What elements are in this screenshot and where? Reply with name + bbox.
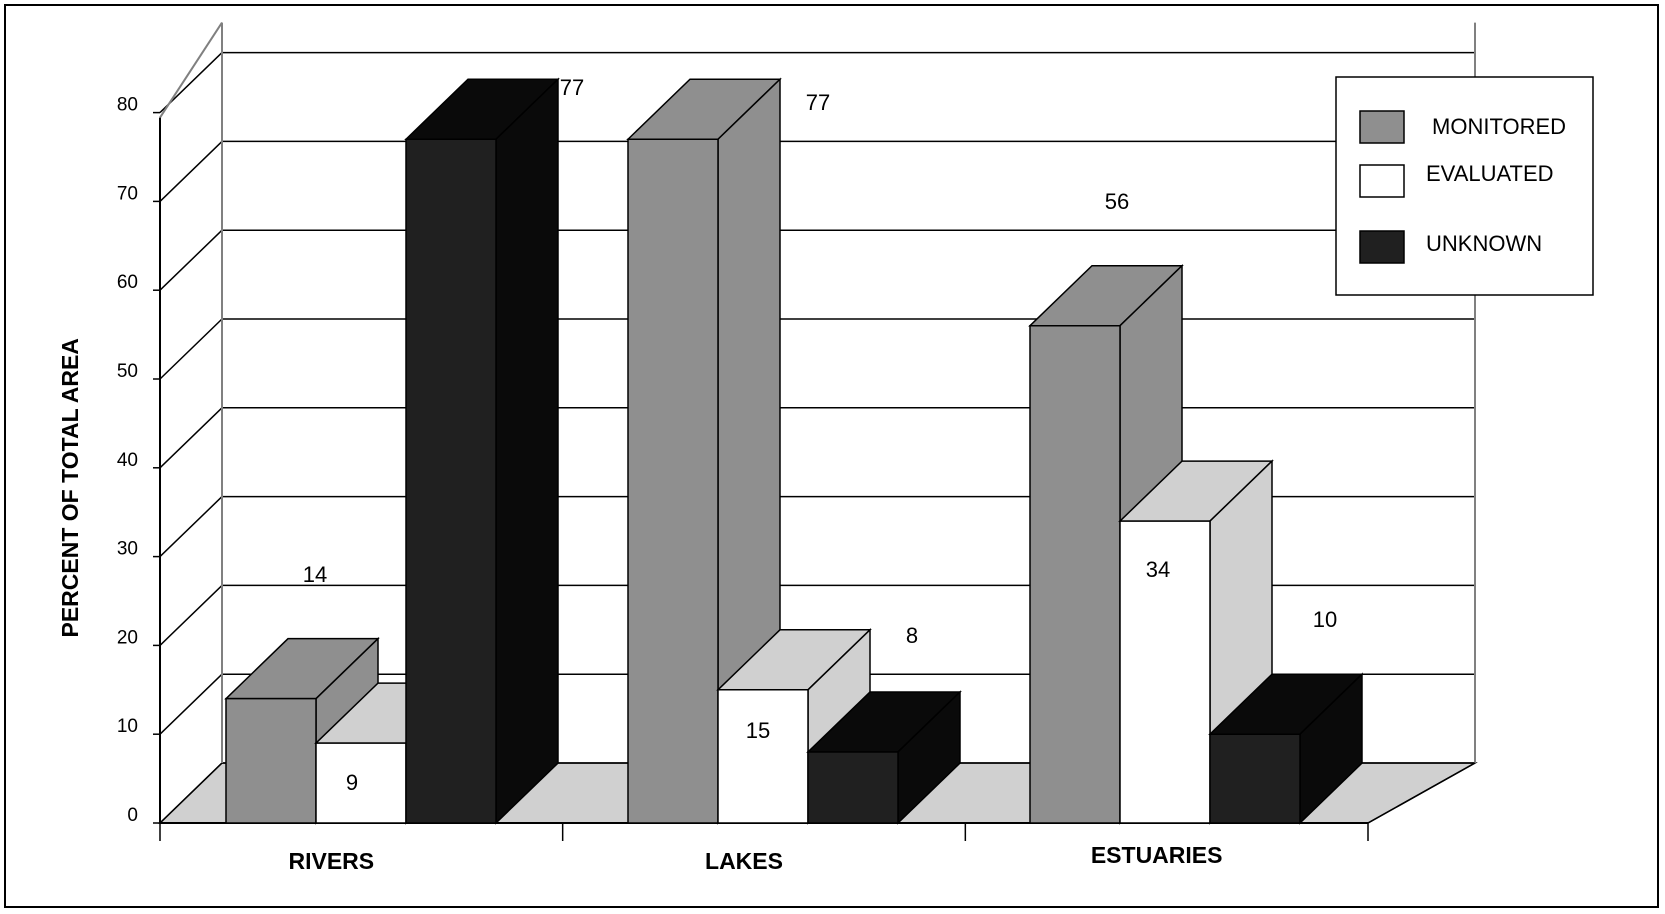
y-tick-label: 50: [117, 361, 138, 382]
side-gridline: [159, 140, 223, 202]
data-label: 77: [806, 90, 830, 115]
x-tick-label: LAKES: [705, 848, 783, 874]
y-tick-label: 70: [117, 183, 138, 204]
side-gridline: [159, 584, 223, 646]
data-label: 14: [303, 562, 327, 587]
legend-swatch: [1359, 110, 1405, 144]
side-gridline: [159, 407, 223, 469]
bar-side-face: [495, 77, 559, 825]
side-gridline: [159, 318, 223, 380]
data-label: 10: [1313, 607, 1337, 632]
legend-label: EVALUATED: [1426, 161, 1554, 186]
legend-label: MONITORED: [1432, 114, 1566, 139]
data-label: 34: [1146, 557, 1170, 582]
bar-monitored: [1029, 324, 1121, 824]
bar-evaluated: [315, 742, 407, 824]
x-tick-label: ESTUARIES: [1091, 842, 1223, 868]
y-tick-label: 10: [117, 716, 138, 737]
side-gridline: [159, 229, 223, 291]
bar-monitored: [627, 138, 719, 824]
legend-label: UNKNOWN: [1426, 231, 1542, 256]
bar-unknown: [807, 751, 899, 824]
bar-unknown: [405, 138, 497, 824]
data-label: 56: [1105, 189, 1129, 214]
y-tick-label: 80: [117, 95, 138, 116]
y-tick-label: 60: [117, 272, 138, 293]
y-tick-label: 20: [117, 627, 138, 648]
data-label: 15: [746, 718, 770, 743]
bar-unknown: [1209, 733, 1301, 824]
bar-evaluated: [717, 689, 809, 824]
legend-swatch: [1359, 164, 1405, 198]
side-gridline: [159, 762, 223, 824]
side-gridline: [159, 496, 223, 558]
bar-monitored: [225, 697, 317, 824]
legend-swatch: [1359, 230, 1405, 264]
floor-right-edge: [1367, 762, 1476, 824]
x-tick-label: RIVERS: [289, 848, 375, 874]
y-tick-label: 40: [117, 450, 138, 471]
side-gridline: [159, 673, 223, 735]
data-label: 8: [906, 623, 918, 648]
y-tick-label: 30: [117, 539, 138, 560]
data-label: 9: [346, 770, 358, 795]
y-tick-label: 0: [127, 805, 138, 826]
side-wall-top-edge: [159, 22, 223, 119]
y-axis-title: PERCENT OF TOTAL AREA: [57, 338, 83, 637]
data-label: 77: [560, 75, 584, 100]
